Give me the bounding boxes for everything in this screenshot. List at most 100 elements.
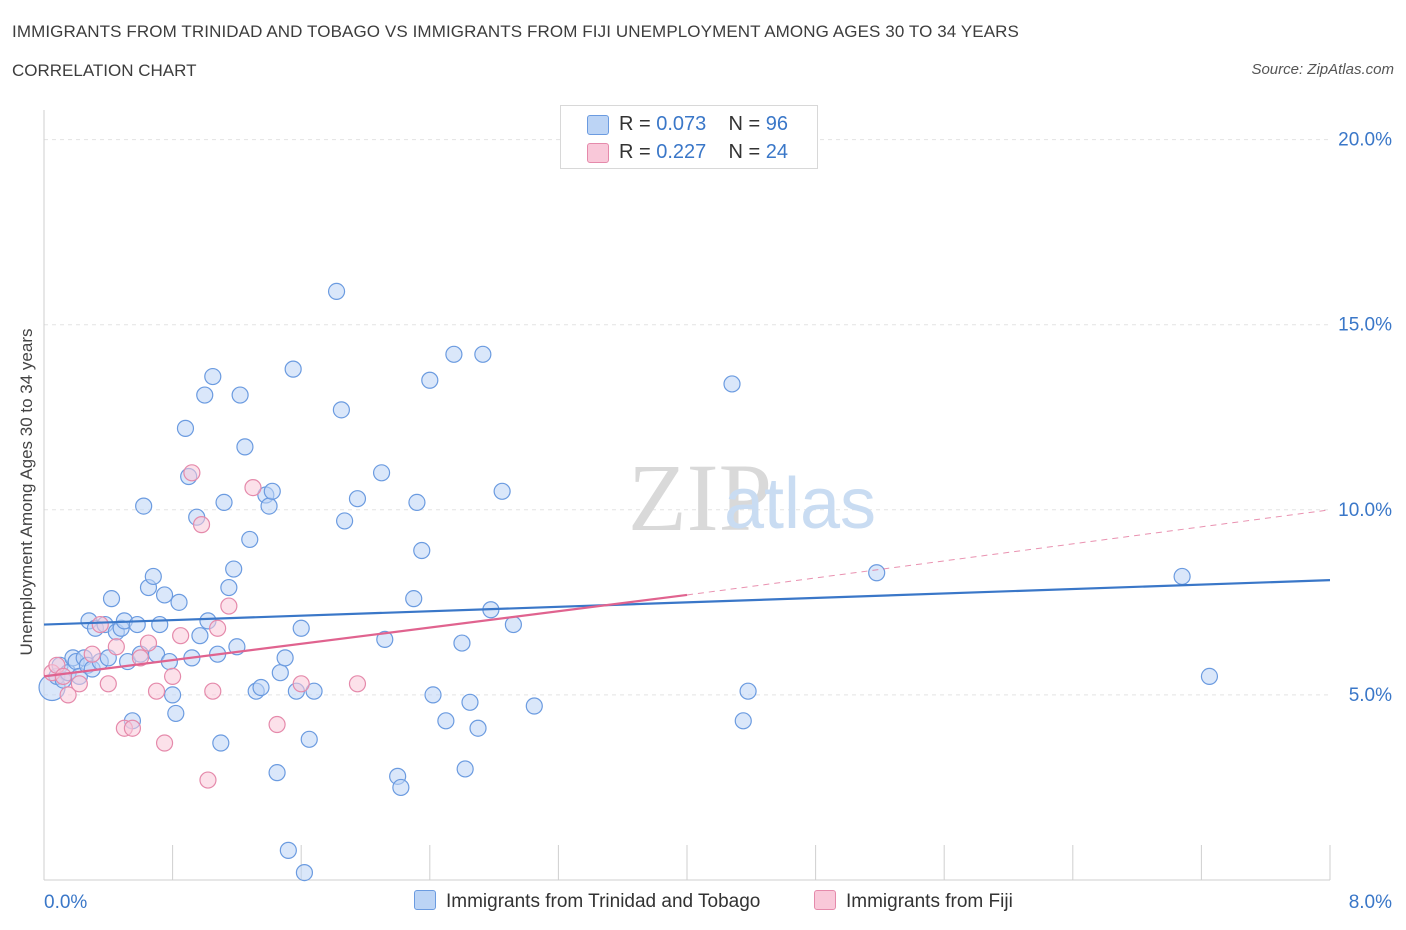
trinidad-point	[263, 482, 281, 500]
n-label: N =	[728, 113, 761, 135]
trinidad-point	[456, 760, 474, 778]
fiji-point	[54, 667, 72, 685]
trinidad-point	[332, 401, 350, 419]
fiji-point	[91, 615, 109, 634]
fiji-point	[155, 734, 174, 752]
r-label: R =	[619, 113, 651, 135]
trinidad-point	[723, 375, 741, 393]
trinidad-point	[212, 734, 230, 752]
n-value: 24	[765, 141, 789, 163]
trinidad-point	[327, 282, 346, 300]
fiji-point	[204, 682, 222, 700]
tick-labels: 5.0% 10.0% 15.0% 20.0% 0.0% 8.0%	[44, 130, 1392, 913]
trinidad-point	[437, 712, 455, 730]
trinidad-point	[220, 578, 238, 597]
trinidad-point	[868, 564, 886, 582]
trinidad-point	[421, 371, 439, 389]
y-tick-label: 10.0%	[1338, 500, 1392, 521]
legend-swatch-pink	[587, 143, 609, 163]
trinidad-point	[734, 712, 752, 730]
trinidad-point	[408, 493, 426, 512]
fiji-point	[292, 675, 310, 693]
trinidad-point	[292, 619, 310, 637]
trinidad-point	[164, 686, 182, 704]
trinidad-point	[372, 464, 391, 482]
fiji-trend-line	[43, 593, 688, 678]
fiji-point	[147, 682, 166, 700]
trinidad-point	[176, 419, 195, 437]
trinidad-point	[525, 697, 543, 715]
trinidad-point	[276, 649, 294, 667]
n-label: N =	[728, 141, 761, 163]
trinidad-trend-line	[43, 579, 1331, 626]
legend-label: Immigrants from Trinidad and Tobago	[446, 891, 761, 912]
fiji-point	[172, 627, 190, 645]
trinidad-point	[279, 841, 297, 859]
fiji-point	[131, 649, 150, 667]
trinidad-point	[300, 730, 318, 748]
trinidad-point	[413, 541, 431, 560]
trinidad-point	[348, 490, 367, 508]
x-tick-label: 8.0%	[1349, 892, 1392, 913]
fiji-point	[139, 634, 158, 652]
legend-swatch-blue	[414, 890, 436, 910]
trinidad-point	[1173, 567, 1191, 586]
trinidad-point	[151, 615, 169, 634]
trinidad-point	[167, 704, 185, 723]
trinidad-point	[336, 512, 354, 530]
trinidad-point	[102, 590, 121, 608]
data-points	[38, 282, 1219, 882]
x-tick-label: 0.0%	[44, 892, 87, 913]
trinidad-point	[305, 682, 323, 700]
trinidad-point	[453, 634, 471, 652]
fiji-point	[164, 667, 182, 685]
fiji-point	[59, 686, 77, 704]
trinidad-point	[236, 438, 254, 456]
r-label: R =	[619, 141, 651, 163]
trinidad-point	[284, 360, 302, 378]
fiji-point	[348, 675, 367, 693]
trinidad-point	[271, 664, 289, 682]
trinidad-point	[445, 345, 463, 363]
trinidad-point	[191, 627, 209, 645]
fiji-point	[70, 675, 88, 693]
fiji-point	[209, 619, 227, 637]
legend-item-trinidad: Immigrants from Trinidad and Tobago	[414, 890, 760, 913]
trinidad-point	[376, 630, 394, 648]
y-tick-label: 15.0%	[1338, 315, 1392, 336]
y-axis-label: Unemployment Among Ages 30 to 34 years	[17, 328, 36, 656]
trinidad-point	[252, 678, 270, 697]
trinidad-point	[135, 497, 153, 515]
fiji-point	[107, 638, 125, 656]
trinidad-point	[424, 686, 442, 704]
watermark-atlas: atlas	[724, 464, 876, 544]
fiji-trend-extension	[686, 509, 1331, 596]
fiji-point	[220, 597, 238, 615]
fiji-point	[244, 478, 262, 497]
trinidad-point	[241, 530, 259, 549]
n-value: 96	[765, 113, 789, 135]
trinidad-point	[128, 615, 146, 634]
trinidad-point	[215, 493, 233, 512]
trinidad-point	[392, 778, 410, 797]
r-value: 0.227	[656, 141, 707, 163]
fiji-point	[192, 516, 211, 534]
trinidad-point	[504, 615, 522, 634]
fiji-point	[183, 464, 201, 482]
legend-label: Immigrants from Fiji	[846, 891, 1013, 912]
y-tick-label: 20.0%	[1338, 130, 1392, 151]
fiji-point	[199, 771, 217, 789]
trinidad-point	[231, 386, 249, 404]
trinidad-point	[225, 560, 243, 578]
trinidad-point	[170, 593, 188, 611]
trinidad-point	[144, 567, 162, 586]
legend-swatch-pink	[814, 890, 836, 910]
chart-subtitle: CORRELATION CHART	[12, 61, 197, 80]
trinidad-point	[474, 345, 492, 363]
trinidad-point	[260, 497, 278, 515]
fiji-point	[99, 675, 117, 693]
trinidad-point	[493, 482, 511, 500]
fiji-point	[268, 715, 286, 734]
fiji-point	[83, 645, 101, 663]
